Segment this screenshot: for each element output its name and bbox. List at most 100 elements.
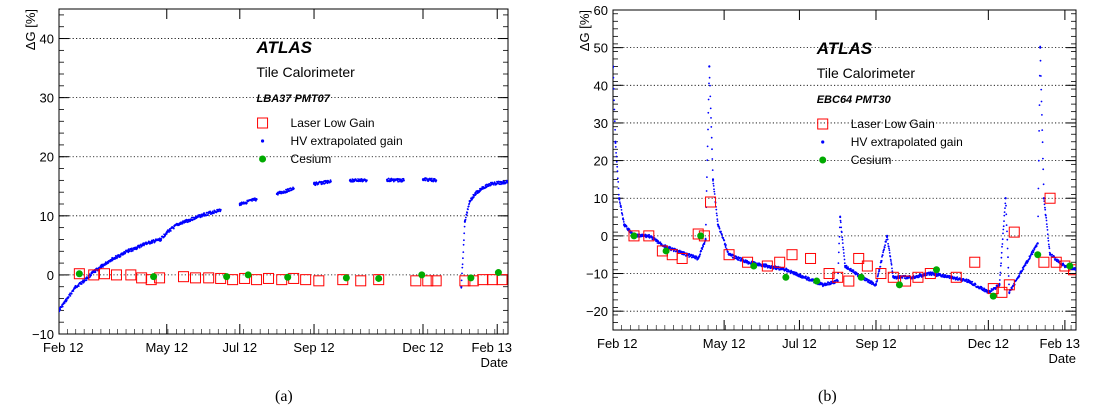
series-hv-extrapolated-gain xyxy=(59,177,508,313)
legend-label: HV extrapolated gain xyxy=(291,134,403,148)
hv-point xyxy=(961,280,964,282)
hv-point xyxy=(929,272,932,275)
legend-marker-laser xyxy=(257,117,269,129)
hv-point xyxy=(1000,262,1002,265)
y-tick-label: 20 xyxy=(40,150,54,165)
hv-point xyxy=(886,238,889,241)
hv-point xyxy=(712,182,715,185)
hv-point xyxy=(188,218,191,222)
hv-point xyxy=(142,243,146,246)
hv-point xyxy=(723,239,726,242)
hv-point xyxy=(292,187,295,190)
hv-point xyxy=(435,179,438,182)
hv-point xyxy=(703,241,706,244)
hv-point xyxy=(1037,187,1040,190)
hv-point xyxy=(935,275,938,278)
hv-point xyxy=(207,214,209,216)
laser-point xyxy=(705,196,717,208)
y-tick-label: 20 xyxy=(594,154,608,169)
laser-point xyxy=(88,269,100,281)
hv-point xyxy=(716,214,718,217)
hv-point xyxy=(710,136,713,139)
hv-point xyxy=(713,188,715,191)
hv-point xyxy=(619,204,622,207)
hv-point xyxy=(1047,239,1050,242)
hv-point xyxy=(970,280,972,283)
laser-point xyxy=(832,271,844,283)
hv-point xyxy=(461,263,464,266)
laser-point xyxy=(1044,192,1056,204)
cesium-point xyxy=(244,271,252,279)
cesium-point xyxy=(342,274,350,282)
hv-point xyxy=(498,183,501,186)
hv-point xyxy=(472,196,475,199)
hv-point xyxy=(885,241,887,243)
hv-point xyxy=(618,197,621,200)
hv-point xyxy=(704,238,707,241)
laser-point xyxy=(203,272,215,284)
hv-point xyxy=(463,225,466,228)
chart-panel-a: −10 0 10 20 30 40 Feb 12 May 12 Jul 12 Sep 12 Dec … xyxy=(23,8,512,370)
laser-point xyxy=(786,249,798,261)
panel-caption-a: (a) xyxy=(275,388,293,405)
hv-point xyxy=(1036,242,1039,245)
hv-point xyxy=(1038,104,1041,106)
hv-point xyxy=(1018,275,1021,278)
hv-point xyxy=(617,193,620,196)
series-laser-low-gain xyxy=(628,192,1076,298)
hv-point xyxy=(887,242,889,245)
hv-point xyxy=(708,65,711,68)
hv-point xyxy=(402,177,405,180)
hv-point xyxy=(1046,226,1048,228)
hv-point xyxy=(1043,203,1046,206)
hv-point xyxy=(109,259,112,262)
hv-point xyxy=(879,265,882,268)
annotation-block: ATLAS Tile Calorimeter EBC64 PMT30 xyxy=(816,39,916,106)
hv-point xyxy=(77,285,80,287)
legend-label: HV extrapolated gain xyxy=(851,135,963,149)
legend-marker-hv xyxy=(821,140,825,144)
hv-point xyxy=(1048,245,1050,248)
x-axis-title: Date xyxy=(1049,351,1076,366)
series-laser-low-gain xyxy=(73,268,508,287)
hv-point xyxy=(707,98,710,101)
hv-point xyxy=(103,264,106,267)
laser-point xyxy=(355,275,367,287)
laser-point xyxy=(313,275,325,287)
laser-point xyxy=(422,275,434,287)
hv-point xyxy=(85,279,88,282)
x-tick-label: Feb 12 xyxy=(43,340,83,355)
laser-point xyxy=(496,274,508,286)
hv-point xyxy=(891,270,894,273)
hv-point xyxy=(617,181,620,183)
legend-label: Cesium xyxy=(851,153,892,167)
hv-point xyxy=(169,230,172,232)
hv-point xyxy=(944,274,947,276)
hv-point xyxy=(847,266,849,268)
hv-point xyxy=(844,264,847,268)
laser-point xyxy=(823,268,835,280)
laser-point xyxy=(189,272,201,284)
hv-point xyxy=(881,255,883,258)
legend-marker-hv xyxy=(260,139,265,143)
hv-point xyxy=(255,198,258,201)
hv-point xyxy=(628,228,631,231)
hv-point xyxy=(129,250,131,253)
hv-point xyxy=(697,257,700,260)
laser-point xyxy=(861,260,873,272)
laser-point xyxy=(300,274,312,286)
hv-point xyxy=(842,252,845,254)
hv-point xyxy=(159,238,162,241)
hv-point xyxy=(1006,247,1009,250)
x-tick-label: May 12 xyxy=(703,336,746,351)
hv-point xyxy=(712,180,714,182)
hv-point xyxy=(706,176,708,179)
hv-point xyxy=(1044,208,1047,211)
y-axis-title: ΔG [%] xyxy=(577,10,592,51)
panel-caption-b: (b) xyxy=(818,388,837,405)
hv-point xyxy=(618,201,621,204)
hv-point xyxy=(1051,253,1053,256)
hv-point xyxy=(678,249,681,252)
x-tick-label: Jul 12 xyxy=(222,340,257,355)
